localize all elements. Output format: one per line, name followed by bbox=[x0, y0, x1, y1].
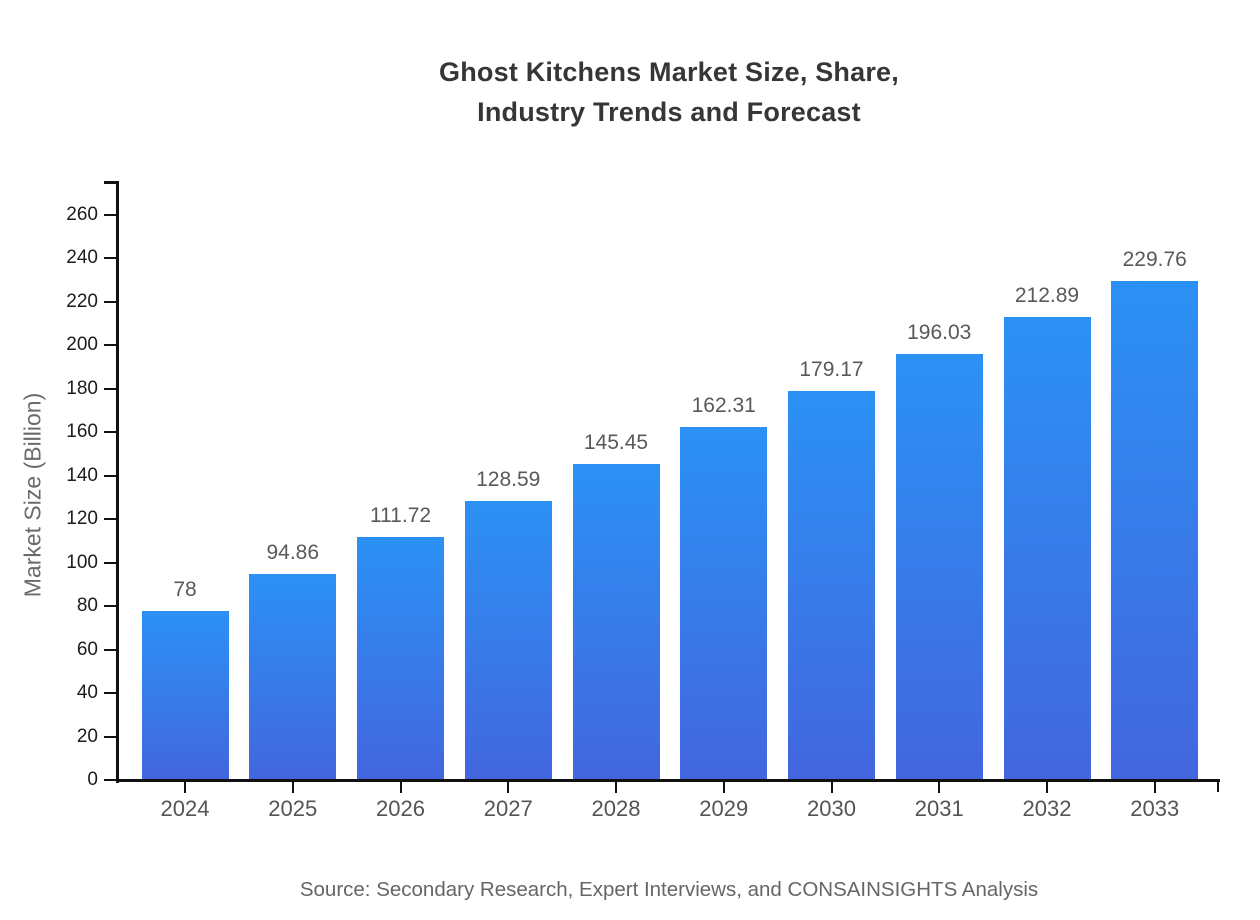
y-axis-tick-label: 0 bbox=[87, 769, 98, 790]
y-axis-tick-label: 160 bbox=[66, 421, 98, 443]
y-axis-tick-label: 140 bbox=[66, 464, 98, 486]
bar-value-label: 196.03 bbox=[907, 321, 972, 344]
bar-2024 bbox=[141, 610, 229, 780]
y-axis-tick-label: 120 bbox=[66, 508, 98, 530]
x-axis-tick-label: 2028 bbox=[591, 796, 641, 821]
x-axis-tick bbox=[399, 782, 402, 793]
bar-2029 bbox=[680, 427, 768, 780]
y-axis-tick bbox=[104, 344, 118, 347]
y-axis-tick-label: 100 bbox=[66, 551, 98, 573]
x-axis-tick bbox=[1046, 782, 1048, 793]
bar-2032 bbox=[1003, 317, 1091, 780]
chart-title: Ghost Kitchens Market Size, Share, Indus… bbox=[118, 52, 1220, 132]
bar-value-label: 128.59 bbox=[476, 467, 541, 491]
y-axis-tick bbox=[104, 474, 118, 477]
bar-value-label: 212.89 bbox=[1014, 284, 1080, 308]
bar-2026 bbox=[357, 537, 444, 780]
y-axis-tick-label: 80 bbox=[76, 595, 98, 617]
y-axis-tick-label: 60 bbox=[76, 638, 98, 660]
x-axis-tick bbox=[507, 782, 510, 793]
chart-title-line2: Industry Trends and Forecast bbox=[477, 97, 861, 127]
y-axis-tick bbox=[104, 735, 118, 738]
x-axis-tick bbox=[830, 782, 833, 793]
bar-value-label: 179.17 bbox=[799, 357, 864, 381]
bar-2033 bbox=[1111, 280, 1199, 780]
x-axis-tick-label: 2027 bbox=[483, 796, 533, 821]
y-axis-tick bbox=[104, 692, 118, 695]
y-axis-tick bbox=[104, 214, 118, 216]
y-axis-end-cap bbox=[104, 181, 118, 184]
bar-value-label: 229.76 bbox=[1122, 247, 1187, 271]
bar-value-label: 94.86 bbox=[266, 540, 320, 564]
x-axis-tick bbox=[615, 782, 617, 793]
bar-value-label: 145.45 bbox=[583, 430, 649, 454]
source-note: Source: Secondary Research, Expert Inter… bbox=[299, 878, 1039, 901]
y-axis-tick bbox=[104, 779, 118, 781]
y-axis-tick bbox=[104, 431, 118, 434]
bar-2027 bbox=[464, 500, 552, 780]
y-axis-tick-label: 260 bbox=[66, 204, 98, 225]
y-axis-tick bbox=[104, 605, 118, 608]
x-axis-end-cap bbox=[1217, 781, 1219, 792]
y-axis-tick-label: 40 bbox=[76, 682, 98, 704]
x-axis-tick-label: 2024 bbox=[160, 796, 210, 821]
y-axis-tick-label: 220 bbox=[66, 290, 98, 312]
x-axis-tick bbox=[938, 782, 941, 793]
y-axis-tick-label: 20 bbox=[76, 725, 98, 747]
bar-value-label: 111.72 bbox=[369, 504, 432, 528]
bar-value-label: 78 bbox=[173, 577, 197, 601]
y-axis-line bbox=[116, 181, 119, 783]
x-axis-tick-label: 2033 bbox=[1130, 796, 1180, 821]
bar-2028 bbox=[572, 463, 660, 780]
x-axis-tick-label: 2026 bbox=[376, 796, 425, 821]
x-axis-tick-label: 2025 bbox=[268, 796, 318, 821]
x-axis-line bbox=[116, 779, 1220, 782]
y-axis-tick bbox=[104, 387, 118, 390]
chart-title-line1: Ghost Kitchens Market Size, Share, bbox=[439, 57, 899, 87]
bar-2031 bbox=[895, 354, 983, 780]
x-axis-tick bbox=[1153, 782, 1156, 793]
bar-value-label: 162.31 bbox=[691, 394, 756, 418]
x-axis-tick bbox=[722, 782, 725, 793]
y-axis-tick bbox=[104, 518, 118, 521]
y-axis-tick bbox=[104, 300, 118, 303]
bar-2030 bbox=[788, 390, 875, 780]
y-axis-tick-label: 240 bbox=[66, 247, 98, 269]
y-axis-tick bbox=[104, 648, 118, 651]
x-axis-tick-label: 2032 bbox=[1022, 796, 1072, 821]
bar-2025 bbox=[249, 573, 337, 780]
y-axis-tick-label: 180 bbox=[66, 377, 98, 399]
y-axis-tick bbox=[104, 561, 118, 564]
x-axis-tick-label: 2031 bbox=[914, 796, 964, 821]
x-axis-tick-label: 2030 bbox=[807, 796, 856, 821]
y-axis-tick-label: 200 bbox=[66, 334, 98, 356]
x-axis-tick bbox=[291, 782, 294, 793]
y-axis-tick bbox=[104, 257, 118, 260]
x-axis-tick bbox=[184, 782, 186, 793]
x-axis-tick-label: 2029 bbox=[699, 796, 749, 821]
